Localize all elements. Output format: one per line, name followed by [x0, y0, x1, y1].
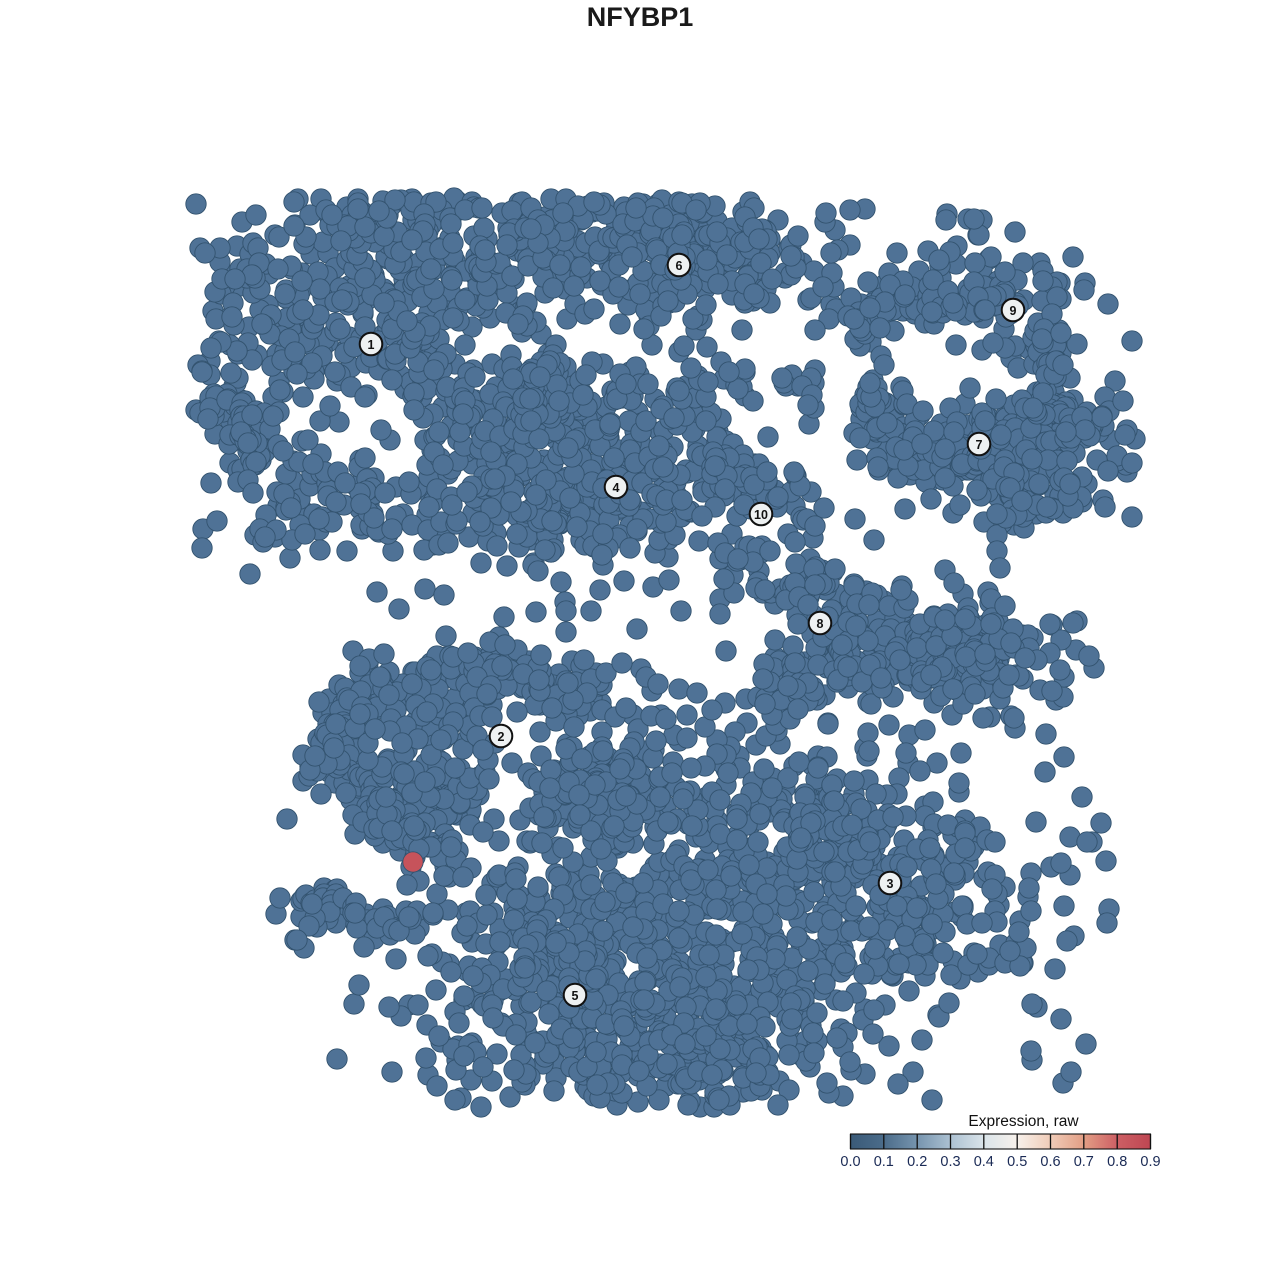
svg-text:0.0: 0.0 — [840, 1154, 860, 1170]
svg-text:0.4: 0.4 — [974, 1154, 994, 1170]
svg-text:8: 8 — [817, 617, 824, 631]
svg-text:0.9: 0.9 — [1140, 1154, 1160, 1170]
svg-text:10: 10 — [754, 508, 768, 522]
svg-text:2: 2 — [498, 730, 505, 744]
svg-text:7: 7 — [976, 438, 983, 452]
svg-text:0.8: 0.8 — [1107, 1154, 1127, 1170]
svg-text:9: 9 — [1010, 304, 1017, 318]
svg-text:5: 5 — [572, 989, 579, 1003]
svg-text:1: 1 — [368, 338, 375, 352]
svg-text:4: 4 — [613, 481, 620, 495]
svg-text:0.7: 0.7 — [1074, 1154, 1094, 1170]
svg-text:0.3: 0.3 — [940, 1154, 960, 1170]
svg-text:6: 6 — [676, 259, 683, 273]
svg-text:3: 3 — [887, 877, 894, 891]
svg-text:0.5: 0.5 — [1007, 1154, 1027, 1170]
svg-text:0.6: 0.6 — [1040, 1154, 1060, 1170]
svg-text:0.2: 0.2 — [907, 1154, 927, 1170]
svg-text:Expression, raw: Expression, raw — [968, 1113, 1079, 1130]
svg-text:0.1: 0.1 — [874, 1154, 894, 1170]
